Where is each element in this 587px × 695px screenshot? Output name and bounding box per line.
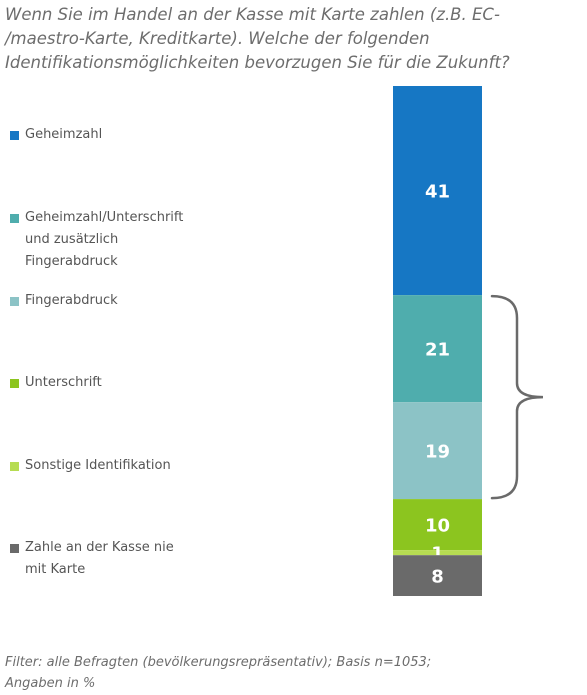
legend-swatch <box>10 379 19 388</box>
title-line-2: /maestro-Karte, Kreditkarte). Welche der… <box>5 29 430 48</box>
legend-item-2: Geheimzahl/Unterschrift und zusätzlich F… <box>10 207 183 273</box>
bar-segment-5 <box>393 550 482 556</box>
legend-swatch <box>10 297 19 306</box>
legend-item-4: Unterschrift <box>10 372 102 394</box>
footnote: Filter: alle Befragten (bevölkerungsrepr… <box>5 655 432 691</box>
legend-swatch <box>10 131 19 140</box>
legend-swatch <box>10 462 19 471</box>
legend-item-6: Zahle an der Kasse nie mit Karte <box>10 537 174 581</box>
bar-segment-1 <box>393 86 482 296</box>
legend-label: Fingerabdruck <box>25 293 118 308</box>
group-brace <box>490 294 544 500</box>
bar-segment-6 <box>393 555 482 596</box>
legend-swatch <box>10 214 19 223</box>
data-label-4: 10 <box>425 516 450 537</box>
data-label-1: 41 <box>425 182 450 203</box>
data-label-6: 8 <box>431 567 444 588</box>
data-label-2: 21 <box>425 340 450 361</box>
bar-segment-2 <box>393 295 482 403</box>
data-label-3: 19 <box>425 442 450 463</box>
legend-item-3: Fingerabdruck <box>10 290 118 312</box>
chart-title: Wenn Sie im Handel an der Kasse mit Kart… <box>5 3 585 75</box>
title-line-3: Identifikationsmöglichkeiten bevorzugen … <box>5 53 510 72</box>
bar-segment-3 <box>393 402 482 500</box>
legend-label: Sonstige Identifikation <box>25 458 171 473</box>
legend-item-1: Geheimzahl <box>10 124 102 146</box>
legend-label: Zahle an der Kasse nie mit Karte <box>25 540 174 577</box>
bar-segment-4 <box>393 499 482 551</box>
legend-item-5: Sonstige Identifikation <box>10 455 171 477</box>
legend-label: Geheimzahl/Unterschrift und zusätzlich F… <box>25 210 184 269</box>
title-line-1: Wenn Sie im Handel an der Kasse mit Kart… <box>5 5 500 24</box>
legend-label: Geheimzahl <box>25 127 103 142</box>
legend-swatch <box>10 544 19 553</box>
legend-label: Unterschrift <box>25 375 102 390</box>
